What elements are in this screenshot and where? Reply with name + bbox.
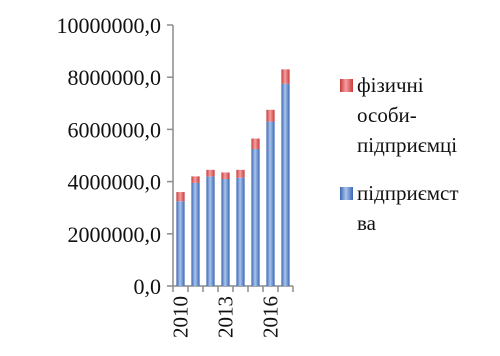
bar-segment-enterprises <box>176 201 185 286</box>
legend-label: особи- <box>357 103 417 127</box>
legend-label: підприємці <box>357 133 457 157</box>
y-tick-label: 10000000,0 <box>57 13 162 38</box>
bar-segment-individual-entrepreneurs <box>176 192 185 202</box>
bar-segment-individual-entrepreneurs <box>206 169 215 177</box>
chart-bars <box>176 69 290 286</box>
bar-segment-enterprises <box>236 177 245 286</box>
legend-label: підприємст <box>357 181 459 205</box>
x-tick-label: 2010 <box>169 296 193 338</box>
x-tick-label: 2013 <box>214 296 238 338</box>
bar-segment-enterprises <box>206 176 215 286</box>
bar-segment-individual-entrepreneurs <box>281 69 290 84</box>
bar-segment-individual-entrepreneurs <box>266 109 275 122</box>
legend-swatch <box>340 79 353 92</box>
legend-label: ва <box>357 211 377 235</box>
chart-legend: фізичні особи-підприємці підприємст ва <box>340 73 459 235</box>
y-tick-label: 4000000,0 <box>68 170 162 195</box>
bar-segment-enterprises <box>221 178 230 286</box>
bar-segment-individual-entrepreneurs <box>251 138 260 149</box>
bar-segment-enterprises <box>281 83 290 286</box>
legend-swatch <box>340 187 353 200</box>
bar-segment-enterprises <box>266 121 275 286</box>
y-tick-label: 6000000,0 <box>68 117 162 142</box>
y-tick-label: 0,0 <box>134 274 162 299</box>
bar-segment-individual-entrepreneurs <box>221 172 230 179</box>
y-tick-label: 8000000,0 <box>68 65 162 90</box>
legend-label: фізичні <box>357 73 424 97</box>
bar-segment-enterprises <box>191 182 200 286</box>
y-tick-label: 2000000,0 <box>68 222 162 247</box>
bar-segment-individual-entrepreneurs <box>236 169 245 178</box>
chart-axes: 0,0 2000000,0 4000000,0 6000000,0 8000000,0 1… <box>57 13 294 338</box>
bar-segment-enterprises <box>251 148 260 286</box>
bar-segment-individual-entrepreneurs <box>191 176 200 183</box>
x-tick-label: 2016 <box>259 296 283 338</box>
